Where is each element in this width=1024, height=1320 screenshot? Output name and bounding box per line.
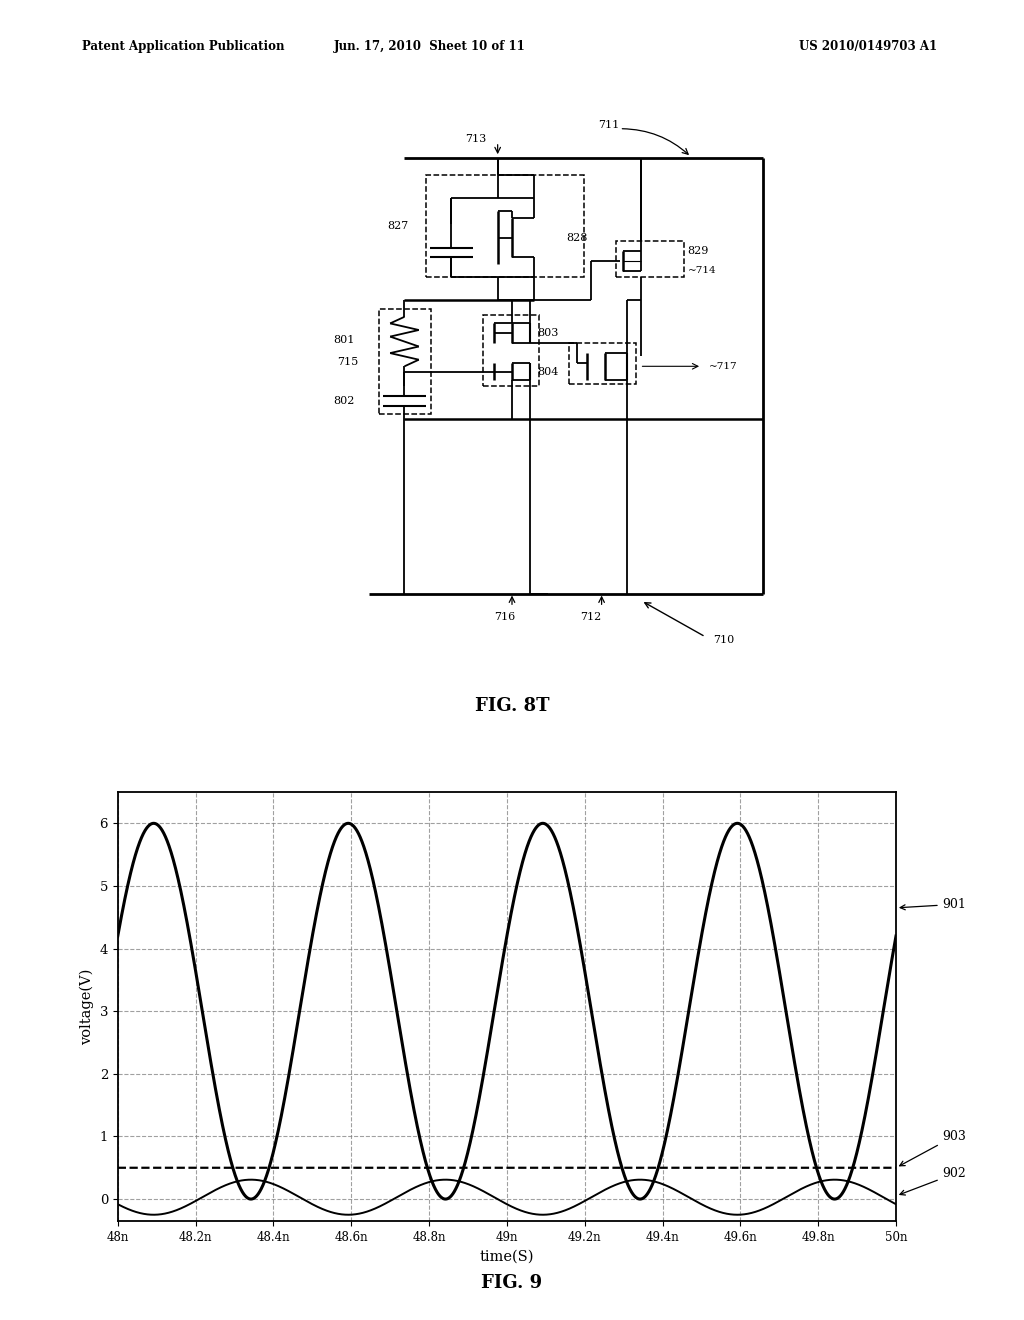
Bar	[426, 176, 584, 277]
Text: ~714: ~714	[688, 267, 716, 275]
Text: 710: 710	[713, 635, 734, 645]
Text: 715: 715	[337, 356, 358, 367]
Text: 804: 804	[537, 367, 558, 376]
Bar	[379, 309, 431, 414]
Y-axis label: voltage(V): voltage(V)	[80, 969, 94, 1044]
Text: US 2010/0149703 A1: US 2010/0149703 A1	[799, 40, 937, 53]
Text: 712: 712	[581, 612, 601, 622]
Text: 802: 802	[333, 396, 354, 407]
Text: 829: 829	[688, 246, 709, 256]
Text: 902: 902	[900, 1167, 967, 1195]
Text: 803: 803	[537, 329, 558, 338]
Text: Jun. 17, 2010  Sheet 10 of 11: Jun. 17, 2010 Sheet 10 of 11	[334, 40, 526, 53]
Text: 713: 713	[466, 133, 486, 144]
Text: 801: 801	[333, 335, 354, 345]
Text: 827: 827	[387, 220, 408, 231]
Text: 716: 716	[495, 612, 515, 622]
Text: 828: 828	[565, 232, 587, 243]
Text: ~717: ~717	[709, 362, 737, 371]
Text: 711: 711	[598, 120, 620, 131]
Bar	[483, 315, 540, 387]
Text: Patent Application Publication: Patent Application Publication	[82, 40, 285, 53]
Text: 901: 901	[900, 898, 967, 911]
X-axis label: time(S): time(S)	[479, 1249, 535, 1263]
Text: 903: 903	[900, 1130, 967, 1166]
Bar	[615, 242, 684, 277]
Bar	[569, 343, 636, 384]
Text: FIG. 9: FIG. 9	[481, 1274, 543, 1292]
Text: FIG. 8T: FIG. 8T	[475, 697, 549, 715]
